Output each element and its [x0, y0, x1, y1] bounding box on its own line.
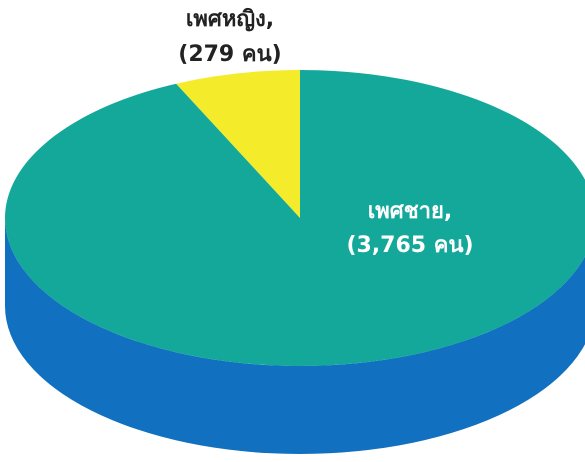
slice-value-label: (3,765 คน) — [346, 233, 473, 258]
pie-side — [5, 218, 585, 454]
pie-slice — [5, 70, 585, 366]
slice-label: เพศหญิง, — [186, 7, 274, 32]
slice-label: เพศชาย, — [368, 199, 453, 224]
pie-slice — [176, 70, 300, 218]
slice-value-label: (279 คน) — [178, 42, 281, 67]
